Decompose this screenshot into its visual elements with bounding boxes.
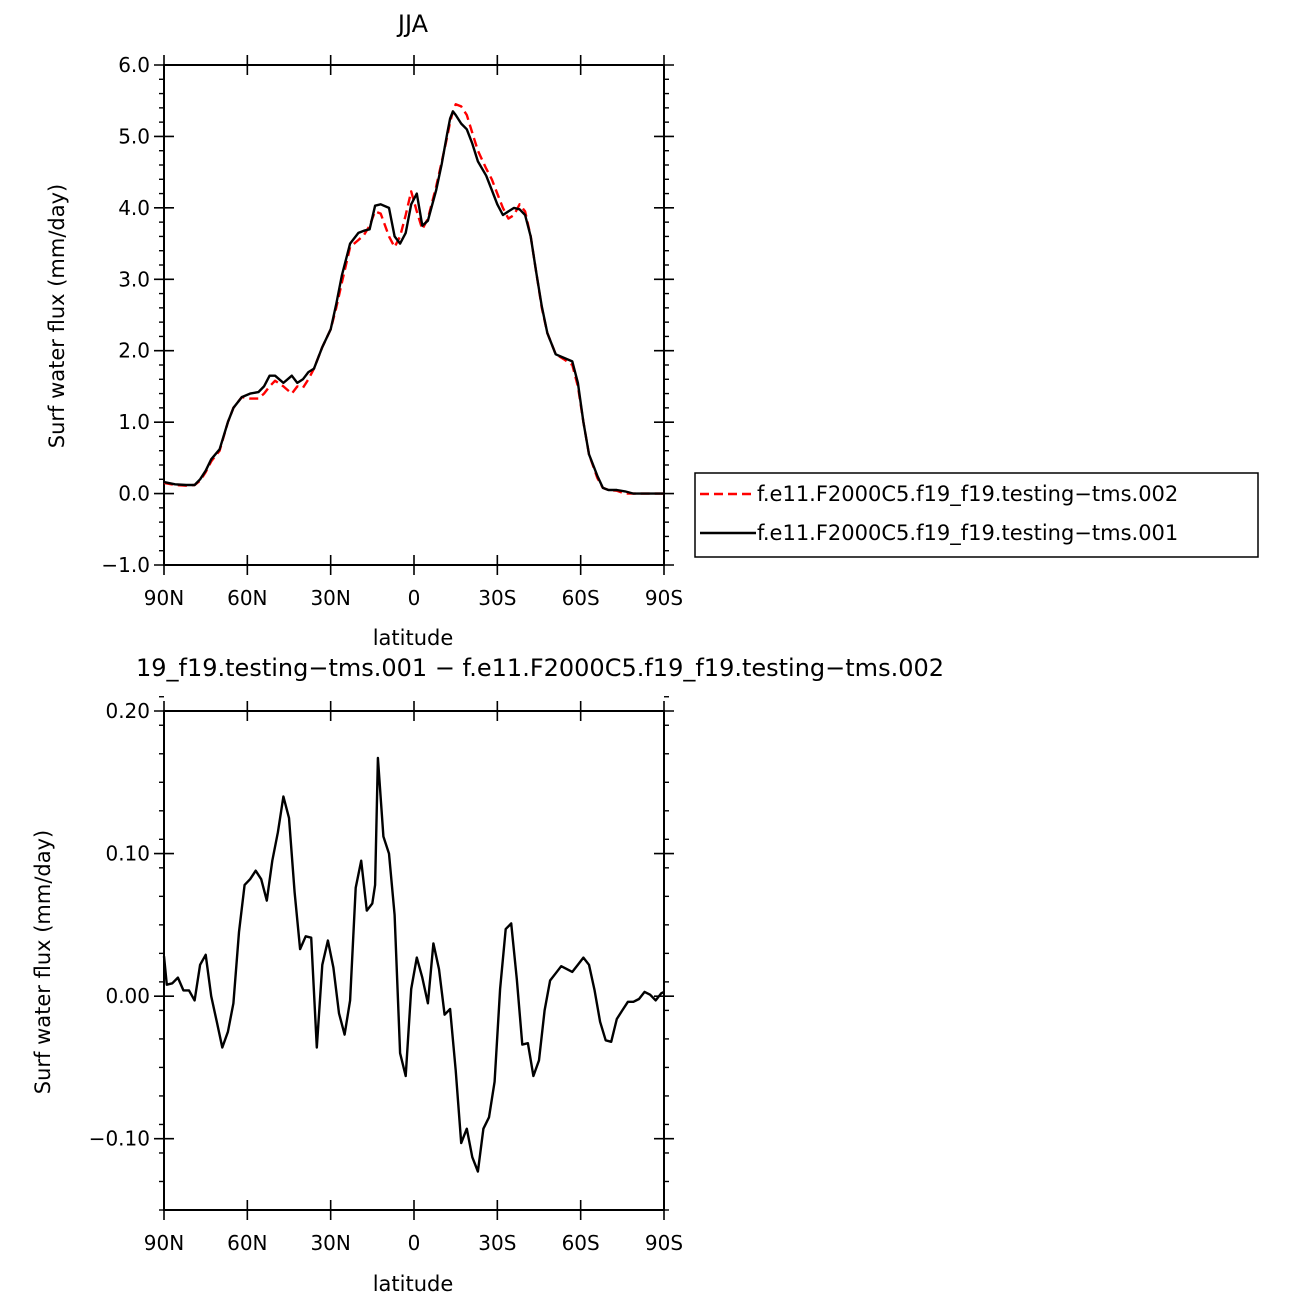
y-tick-label: 3.0 bbox=[118, 267, 150, 291]
x-tick-label: 0 bbox=[408, 1231, 421, 1255]
top-panel: JJA −1.0 0.0 1.0 2.0 3.0 4.0 5.0 6.0 90N 60N 30N 0 3… bbox=[45, 10, 683, 650]
x-tick-label: 60S bbox=[562, 1231, 600, 1255]
bottom-title: 19_f19.testing−tms.001 − f.e11.F2000C5.f… bbox=[136, 654, 944, 682]
y-tick-label: 1.0 bbox=[118, 410, 150, 434]
y-tick-label: 2.0 bbox=[118, 339, 150, 363]
y-tick-label: 0.20 bbox=[105, 699, 150, 723]
top-y-axis-label: Surf water flux (mm/day) bbox=[45, 184, 69, 449]
y-tick-label: 0.00 bbox=[105, 984, 150, 1008]
y-tick-label: 0.10 bbox=[105, 842, 150, 866]
x-tick-label: 90S bbox=[645, 586, 683, 610]
y-tick-label: −1.0 bbox=[101, 553, 150, 577]
y-tick-label: 0.0 bbox=[118, 482, 150, 506]
y-tick-label: 5.0 bbox=[118, 124, 150, 148]
plot-frame bbox=[163, 710, 665, 1211]
top-title: JJA bbox=[396, 10, 429, 38]
x-tick-label: 90N bbox=[144, 586, 184, 610]
plot-frame bbox=[163, 64, 665, 566]
y-tick-label: −0.10 bbox=[89, 1127, 150, 1151]
top-x-axis-label: latitude bbox=[373, 626, 454, 650]
x-tick-label: 90N bbox=[144, 1231, 184, 1255]
bottom-x-axis-label: latitude bbox=[373, 1272, 454, 1296]
series-line-1 bbox=[163, 110, 664, 495]
legend: f.e11.F2000C5.f19_f19.testing−tms.002 f.… bbox=[694, 472, 1259, 558]
y-tick-label: 6.0 bbox=[118, 53, 150, 77]
series-line-0 bbox=[163, 103, 664, 495]
y-tick-label: 4.0 bbox=[118, 196, 150, 220]
bottom-y-axis-label: Surf water flux (mm/day) bbox=[31, 830, 55, 1095]
x-tick-label: 0 bbox=[408, 586, 421, 610]
legend-label-series-002: f.e11.F2000C5.f19_f19.testing−tms.002 bbox=[757, 482, 1178, 507]
top-plot-area: −1.0 0.0 1.0 2.0 3.0 4.0 5.0 6.0 90N 60N 30N 0 30S 60… bbox=[101, 53, 683, 610]
x-tick-label: 30N bbox=[310, 1231, 350, 1255]
x-tick-label: 90S bbox=[645, 1231, 683, 1255]
legend-label-series-001: f.e11.F2000C5.f19_f19.testing−tms.001 bbox=[757, 521, 1178, 546]
x-tick-label: 30S bbox=[478, 586, 516, 610]
x-tick-label: 60S bbox=[562, 586, 600, 610]
x-tick-label: 30N bbox=[310, 586, 350, 610]
legend-box bbox=[694, 472, 1259, 558]
bottom-plot-area: −0.10 0.00 0.10 0.20 90N 60N 30N 0 30S 60S 90S bbox=[89, 696, 683, 1255]
series-line-0 bbox=[162, 756, 665, 1173]
x-tick-label: 30S bbox=[478, 1231, 516, 1255]
x-tick-label: 60N bbox=[227, 1231, 267, 1255]
x-tick-label: 60N bbox=[227, 586, 267, 610]
bottom-panel: 19_f19.testing−tms.001 − f.e11.F2000C5.f… bbox=[31, 654, 944, 1296]
